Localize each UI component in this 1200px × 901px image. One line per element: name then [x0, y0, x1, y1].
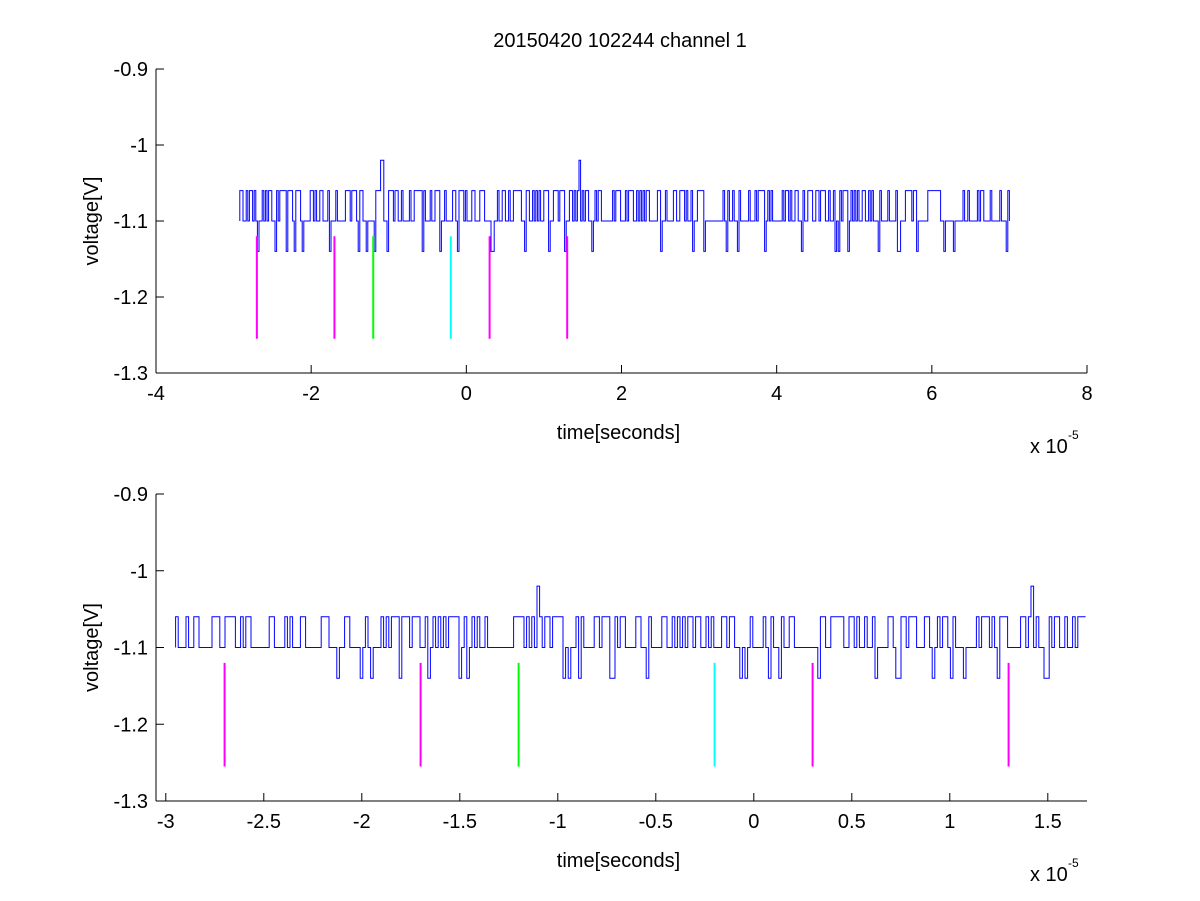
- bottom-plot: -3 -2.5 -2 -1.5 -1 -0.5 0 0.5 1 1.5 -1.3 -1.2 -1.1 -1…: [81, 484, 1087, 886]
- x-exponent: -5: [1068, 428, 1079, 442]
- x-tick-label: 1: [944, 811, 955, 833]
- x-exponent: -5: [1068, 856, 1079, 870]
- y-tick-label: -1.1: [114, 638, 148, 660]
- y-axis-label: voltage[V]: [81, 603, 103, 692]
- x-tick-label: -1.5: [443, 811, 477, 833]
- voltage-signal-line: [239, 159, 1010, 252]
- x-exponent-label: x 10: [1030, 436, 1068, 458]
- x-tick-label: 2: [616, 383, 627, 405]
- x-tick-label: 0.5: [838, 811, 866, 833]
- x-tick-label: -2: [353, 811, 371, 833]
- x-tick-label: 4: [771, 383, 782, 405]
- y-tick-label: -1.3: [114, 791, 148, 813]
- x-tick-label: -2.5: [247, 811, 281, 833]
- y-tick-label: -1: [130, 561, 148, 583]
- x-axis-label: time[seconds]: [557, 422, 680, 444]
- x-tick-label: 0: [461, 383, 472, 405]
- x-axis-label: time[seconds]: [557, 850, 680, 872]
- y-axis-label: voltage[V]: [81, 177, 103, 266]
- x-tick-label: 0: [748, 811, 759, 833]
- x-tick-label: -1: [549, 811, 567, 833]
- x-tick-label: 6: [926, 383, 937, 405]
- figure-title: 20150420 102244 channel 1: [493, 30, 747, 52]
- y-tick-label: -1.2: [114, 714, 148, 736]
- x-tick-label: -4: [147, 383, 165, 405]
- voltage-signal-line: [175, 585, 1086, 679]
- x-tick-label: -3: [157, 811, 175, 833]
- y-tick-label: -1.2: [114, 287, 148, 309]
- x-tick-label: -0.5: [639, 811, 673, 833]
- y-tick-label: -0.9: [114, 59, 148, 81]
- x-tick-label: 1.5: [1034, 811, 1062, 833]
- x-exponent-label: x 10: [1030, 864, 1068, 886]
- x-tick-label: -2: [302, 383, 320, 405]
- y-tick-label: -1.1: [114, 211, 148, 233]
- y-tick-label: -1.3: [114, 363, 148, 385]
- top-plot: -4 -2 0 2 4 6 8 -1.3 -1.2 -1.1 -1 -0.9 time[seconds]…: [81, 59, 1093, 458]
- y-tick-label: -1: [130, 135, 148, 157]
- x-tick-label: 8: [1081, 383, 1092, 405]
- y-tick-label: -0.9: [114, 484, 148, 506]
